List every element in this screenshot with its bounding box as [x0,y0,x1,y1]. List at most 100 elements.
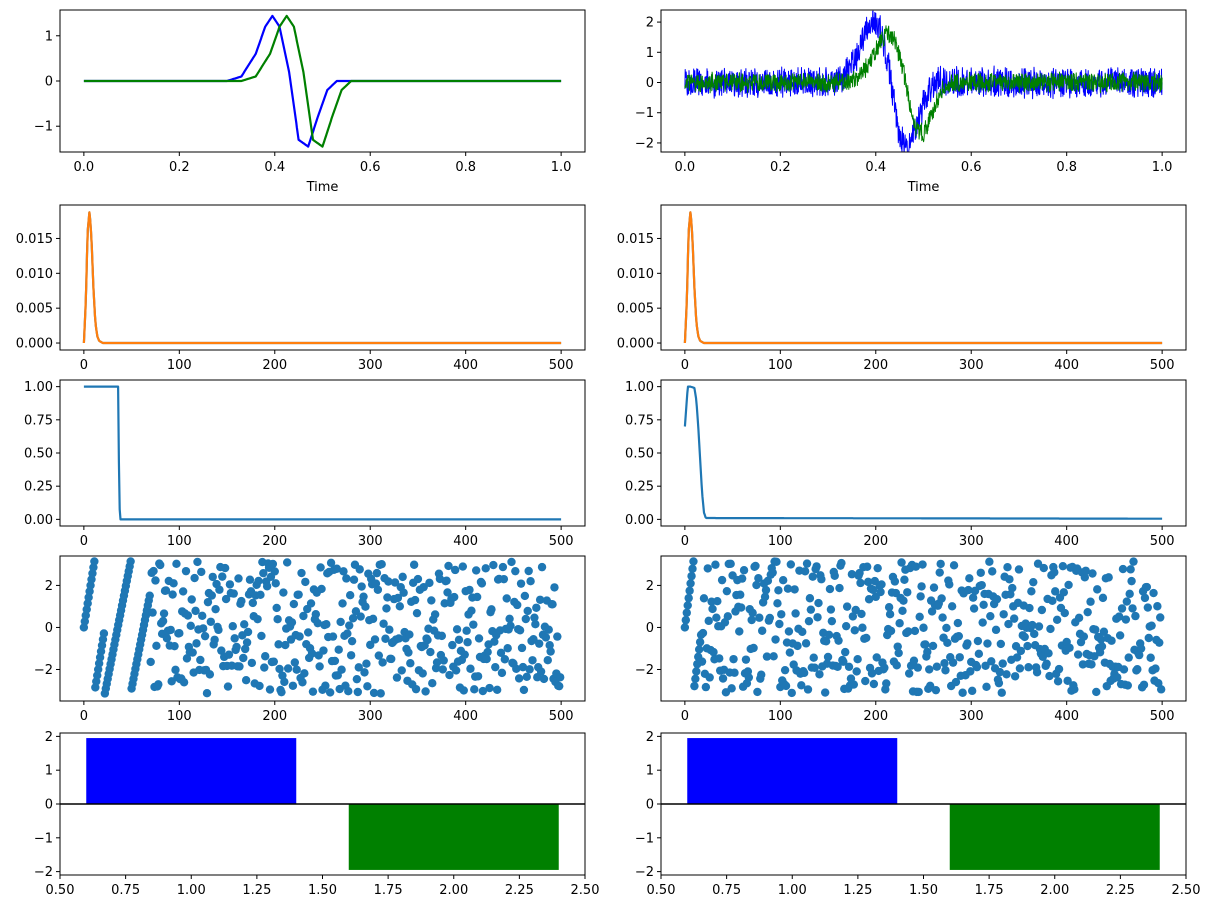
scatter-point [469,620,478,629]
series-line-1 [683,211,1163,345]
scatter-point [532,603,541,612]
scatter-point [166,625,175,635]
axes-frame [59,379,586,527]
scatter-point [426,647,435,657]
scatter-point [861,676,870,686]
scatter-point [355,565,364,574]
scatter-point [145,591,154,600]
scatter-point [1129,557,1138,566]
scatter-point [918,560,927,569]
subplot-p7: 0 100 200 300 400 500 2 0 −2 [34,555,586,724]
series-line-0 [83,385,562,521]
scatter-point [968,593,978,602]
scatter-point [297,568,306,578]
scatter-point [1010,672,1020,681]
scatter-point [514,674,524,683]
scatter-point [518,662,528,672]
scatter-point [541,633,551,642]
scatter-point [708,604,717,614]
scatter-point [762,652,772,661]
scatter-point [372,568,382,578]
scatter-point [799,668,809,678]
scatter-point [760,592,770,602]
scatter-point [203,597,213,607]
scatter-point [1096,635,1106,644]
scatter-point [936,559,945,569]
y-tick-label: 0.005 [617,302,654,317]
scatter-point [773,599,782,608]
scatter-point [712,613,721,622]
scatter-point [1125,589,1134,599]
scatter-point [775,619,784,629]
scatter-point [964,585,973,595]
scatter-point [690,681,699,691]
scatter-point [368,614,378,624]
scatter-point [257,631,266,641]
scatter-point [688,564,697,573]
scatter-point [988,567,997,576]
scatter-point [170,641,179,651]
x-tick-label: 500 [549,709,574,724]
scatter-point [937,594,946,603]
x-tick-label: 300 [358,709,383,724]
scatter-point [1083,607,1092,617]
y-tick-label: 2 [45,730,53,745]
scatter-point [844,662,854,672]
scatter-point [715,654,724,663]
scatter-point [553,632,562,641]
scatter-point [1012,653,1022,662]
x-axis-label: Time [907,180,940,195]
scatter-point [809,653,818,662]
scatter-point [1139,680,1149,689]
scatter-point [413,574,423,584]
scatter-point [345,591,355,600]
scatter-point [695,637,705,647]
subplot-p4: 0 100 200 300 400 500 0.015 0.010 0.005 0.000 [617,204,1187,373]
scatter-point [692,667,701,676]
scatter-point [192,639,201,648]
scatter-point [709,647,718,657]
y-tick-label: 1.00 [625,380,654,395]
plot-area [683,385,1163,520]
x-tick-label: 0 [80,534,88,549]
scatter-point [680,623,690,632]
scatter-point [524,566,533,576]
scatter-point [864,595,874,604]
scatter-point [909,656,919,665]
scatter-point [998,659,1007,668]
scatter-point [349,575,359,584]
scatter-point [1009,614,1019,623]
scatter-point [876,587,885,597]
scatter-point [207,591,216,600]
y-tick-label: 0.50 [24,447,53,462]
scatter-point [443,588,452,597]
scatter-point [954,631,964,641]
scatter-point [823,652,833,662]
scatter-point [458,562,468,571]
axes-frame [660,555,1187,702]
scatter-point [505,614,514,624]
scatter-point [531,619,540,629]
scatter-point [523,606,532,616]
x-tick-label: 200 [863,534,888,549]
scatter-point [418,669,427,678]
scatter-point [148,608,157,617]
scatter-point [384,577,393,586]
scatter-point [522,672,531,682]
scatter-point [334,645,343,654]
scatter-point [348,614,358,623]
scatter-point [1024,663,1033,672]
scatter-point [986,611,995,621]
scatter-point [839,657,848,666]
scatter-point [1124,653,1133,662]
x-tick-label: 400 [1054,709,1079,724]
scatter-point [804,616,814,626]
scatter-point [1048,596,1057,606]
y-tick-label: 0 [646,621,654,636]
scatter-point [289,599,299,609]
scatter-point [239,653,248,663]
scatter-point [539,674,549,684]
scatter-point [460,650,469,659]
series-line-0 [82,211,562,345]
scatter-point [237,596,246,606]
